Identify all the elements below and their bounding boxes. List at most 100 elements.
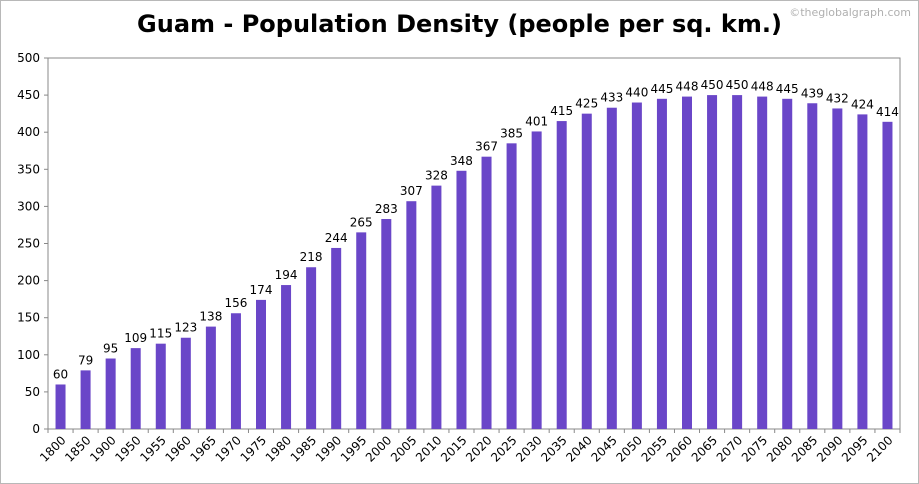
data-label: 156 — [224, 296, 247, 310]
x-tick-label: 2050 — [614, 433, 645, 464]
x-tick-labels: 1800185019001950195519601965197019751980… — [37, 433, 895, 464]
x-tick-label: 2025 — [488, 433, 519, 464]
chart-title: Guam - Population Density (people per sq… — [137, 10, 782, 38]
data-label: 432 — [826, 91, 849, 105]
bar — [155, 343, 166, 429]
bar — [732, 95, 743, 429]
data-label: 123 — [174, 321, 197, 335]
y-tick-label: 250 — [17, 237, 40, 251]
data-label: 414 — [876, 105, 899, 119]
data-label: 328 — [425, 169, 448, 183]
bar — [581, 113, 592, 430]
x-tick-label: 2090 — [814, 433, 845, 464]
bar — [857, 114, 868, 429]
x-tick-label: 2095 — [839, 433, 870, 464]
x-tick-label: 2000 — [363, 433, 394, 464]
data-label: 244 — [325, 231, 348, 245]
x-tick-label: 2085 — [789, 433, 820, 464]
data-label: 265 — [350, 215, 373, 229]
data-label: 115 — [149, 327, 172, 341]
bar — [506, 143, 517, 429]
data-label: 95 — [103, 342, 118, 356]
y-tick-label: 150 — [17, 311, 40, 325]
bar — [481, 156, 492, 429]
x-tick-label: 1955 — [137, 433, 168, 464]
bar — [205, 326, 216, 429]
data-label: 424 — [851, 97, 874, 111]
bar — [180, 337, 191, 429]
x-tick-label: 1980 — [263, 433, 294, 464]
data-label: 433 — [600, 91, 623, 105]
bar — [381, 219, 392, 429]
bar — [130, 348, 141, 429]
y-tick-label: 450 — [17, 88, 40, 102]
data-label: 194 — [275, 268, 298, 282]
x-tick-label: 1970 — [213, 433, 244, 464]
y-tick-label: 400 — [17, 125, 40, 139]
data-label: 448 — [751, 80, 774, 94]
data-label: 445 — [650, 82, 673, 96]
data-label: 307 — [400, 184, 423, 198]
x-tick-label: 2060 — [664, 433, 695, 464]
x-tick-label: 2030 — [513, 433, 544, 464]
data-label: 174 — [250, 283, 273, 297]
bar — [281, 285, 292, 429]
data-label: 218 — [300, 250, 323, 264]
data-label: 450 — [701, 78, 724, 92]
y-tick-label: 100 — [17, 348, 40, 362]
x-tick-label: 1960 — [162, 433, 193, 464]
y-tick-label: 50 — [25, 385, 40, 399]
x-tick-label: 2055 — [639, 433, 670, 464]
y-tick-label: 350 — [17, 162, 40, 176]
x-tick-label: 1850 — [62, 433, 93, 464]
data-label: 415 — [550, 104, 573, 118]
x-tick-label: 2040 — [563, 433, 594, 464]
x-tick-label: 1965 — [188, 433, 219, 464]
bar — [431, 185, 442, 429]
x-tick-label: 2010 — [413, 433, 444, 464]
watermark: ©theglobalgraph.com — [789, 6, 911, 19]
bar — [406, 201, 417, 429]
data-label: 401 — [525, 114, 548, 128]
data-label: 367 — [475, 140, 498, 154]
bar — [230, 313, 241, 429]
bars — [55, 95, 893, 430]
bar — [782, 98, 793, 429]
x-tick-label: 1985 — [288, 433, 319, 464]
y-tick-label: 300 — [17, 199, 40, 213]
bar — [631, 102, 642, 430]
bar — [556, 121, 567, 429]
data-label: 440 — [625, 86, 648, 100]
data-label: 109 — [124, 331, 147, 345]
data-label: 450 — [726, 78, 749, 92]
bar — [606, 107, 617, 430]
x-tick-label: 2035 — [538, 433, 569, 464]
x-tick-label: 2075 — [739, 433, 770, 464]
bar — [656, 98, 667, 429]
bar — [331, 247, 342, 429]
data-label: 79 — [78, 353, 93, 367]
x-tick-label: 1800 — [37, 433, 68, 464]
x-tick-label: 2020 — [463, 433, 494, 464]
bar — [832, 108, 843, 430]
bar — [55, 384, 66, 429]
bar — [306, 267, 317, 429]
y-tick-label: 500 — [17, 51, 40, 65]
data-label: 60 — [53, 367, 68, 381]
bar — [682, 96, 692, 430]
bar — [256, 299, 266, 429]
x-tick-label: 1975 — [238, 433, 269, 464]
x-tick-label: 2080 — [764, 433, 795, 464]
data-label: 425 — [575, 97, 598, 111]
x-tick-label: 2100 — [864, 433, 895, 464]
data-label: 348 — [450, 154, 473, 168]
axes — [44, 57, 901, 433]
y-tick-labels: 0 50 100 150 200 250 300 350 400 450 500 — [17, 51, 40, 436]
x-tick-label: 2070 — [714, 433, 745, 464]
data-label: 439 — [801, 86, 824, 100]
data-label: 445 — [776, 82, 799, 96]
x-tick-label: 1900 — [87, 433, 118, 464]
plot-area — [47, 57, 901, 430]
